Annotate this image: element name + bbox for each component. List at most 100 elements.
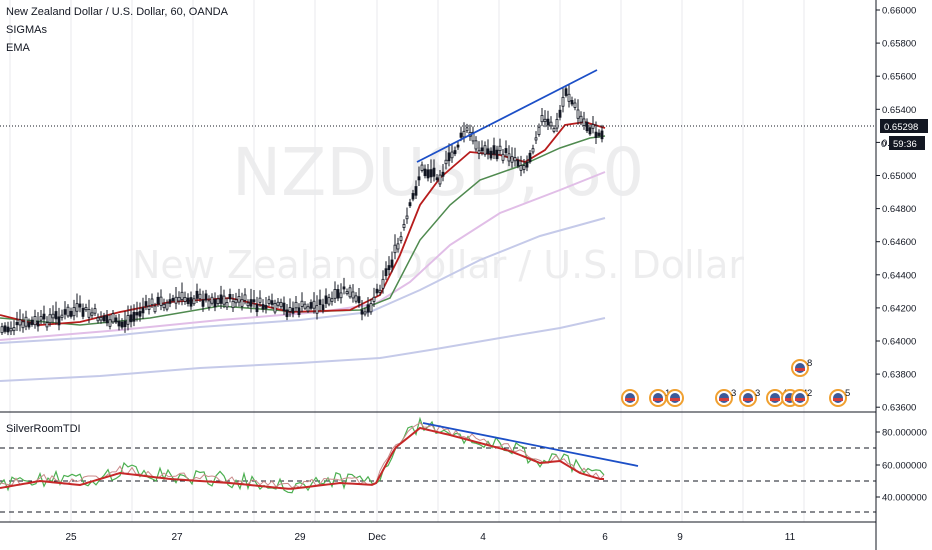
candle-body	[60, 314, 64, 318]
candle-body	[576, 109, 580, 119]
candle-body	[444, 159, 448, 165]
candle-body	[126, 315, 130, 325]
candle-body	[438, 174, 442, 185]
candle-body	[318, 299, 322, 305]
candle-body	[591, 124, 595, 129]
candle-body	[447, 152, 451, 162]
candle-body	[138, 311, 142, 317]
candle-body	[543, 118, 547, 123]
candle-body	[111, 313, 115, 323]
candle-body	[420, 164, 424, 171]
oscillator-title[interactable]: SilverRoomTDI	[6, 423, 81, 435]
candle-body	[549, 121, 553, 127]
candle-body	[12, 327, 16, 332]
candle-body	[393, 244, 397, 254]
candle-body	[477, 150, 481, 154]
candle-body	[93, 308, 97, 314]
economic-events: 1033424285	[621, 358, 850, 407]
candle-body	[84, 307, 88, 311]
candle-body	[342, 286, 346, 290]
oscillator-tick-label: 80.000000	[882, 428, 927, 439]
price-tick-label: 0.65600	[882, 72, 916, 83]
candle-body	[354, 295, 358, 302]
candle-body	[303, 303, 307, 309]
candle-body	[417, 176, 421, 181]
indicator-ema[interactable]: EMA	[6, 42, 30, 54]
candle-body	[432, 167, 436, 177]
candle-body	[414, 186, 418, 196]
candle-body	[264, 305, 268, 309]
candle-body	[456, 144, 460, 148]
candle-body	[585, 121, 589, 132]
candle-body	[294, 301, 298, 309]
tdi-market-base-line	[0, 426, 604, 490]
candle-body	[435, 177, 439, 181]
candle-body	[219, 294, 223, 304]
candle-body	[582, 118, 586, 126]
candle-body	[69, 310, 73, 317]
candle-body	[579, 115, 583, 123]
candle-body	[279, 301, 283, 308]
candle-body	[516, 159, 520, 167]
candle-body	[228, 293, 232, 300]
time-tick-label: 6	[602, 532, 608, 543]
event-count: 2	[807, 388, 812, 399]
candle-body	[507, 153, 511, 162]
candle-body	[255, 304, 259, 313]
candle-body	[423, 168, 427, 177]
candle-body	[528, 152, 532, 163]
ema-slowest-line	[0, 317, 606, 382]
candle-body	[426, 169, 430, 179]
candle-body	[513, 157, 517, 162]
candle-body	[159, 296, 163, 306]
candle-body	[81, 307, 85, 317]
candle-body	[54, 311, 58, 320]
candle-body	[240, 299, 244, 307]
candle-body	[492, 145, 496, 155]
candle-body	[6, 326, 10, 333]
candle-body	[522, 165, 526, 170]
time-axis: 25 27 29 Dec 4 6 9 11	[65, 532, 795, 543]
candle-body	[351, 291, 355, 299]
candle-body	[399, 236, 403, 241]
candle-body	[546, 118, 550, 126]
candle-body	[369, 303, 373, 313]
candle-body	[216, 298, 220, 305]
candle-body	[534, 137, 538, 141]
current-price-label-bg	[880, 119, 928, 133]
price-tick-label: 0.65000	[882, 171, 916, 182]
countdown-label: 59:36	[893, 139, 917, 150]
candle-body	[36, 320, 40, 327]
price-tick-label: 0.64000	[882, 337, 916, 348]
candle-body	[276, 301, 280, 306]
candle-body	[381, 278, 385, 289]
event-count: 3	[731, 388, 736, 399]
candle-body	[39, 316, 43, 321]
chart-title[interactable]: New Zealand Dollar / U.S. Dollar, 60, OA…	[6, 6, 228, 18]
indicator-sigmas[interactable]: SIGMAs	[6, 24, 47, 36]
current-price-label: 0.65298	[884, 122, 918, 133]
candle-body	[132, 311, 136, 322]
candle-body	[180, 291, 184, 300]
tdi-signal-line	[0, 421, 605, 489]
price-tick-label: 0.66000	[882, 6, 916, 17]
time-tick-label: 25	[65, 532, 77, 543]
candle-body	[78, 303, 82, 308]
candle-body	[108, 319, 112, 327]
candle-body	[135, 312, 139, 316]
candle-body	[588, 127, 592, 135]
candle-body	[450, 151, 454, 159]
candle-body	[537, 126, 541, 135]
candle-body	[375, 288, 379, 294]
candle-body	[42, 313, 46, 320]
candle-body	[63, 309, 67, 315]
candle-body	[363, 311, 367, 315]
candle-body	[471, 131, 475, 142]
candle-body	[333, 289, 337, 299]
candle-body	[531, 148, 535, 153]
candle-body	[123, 320, 127, 328]
candle-body	[429, 169, 433, 178]
candle-body	[174, 296, 178, 304]
candle-body	[258, 297, 262, 303]
